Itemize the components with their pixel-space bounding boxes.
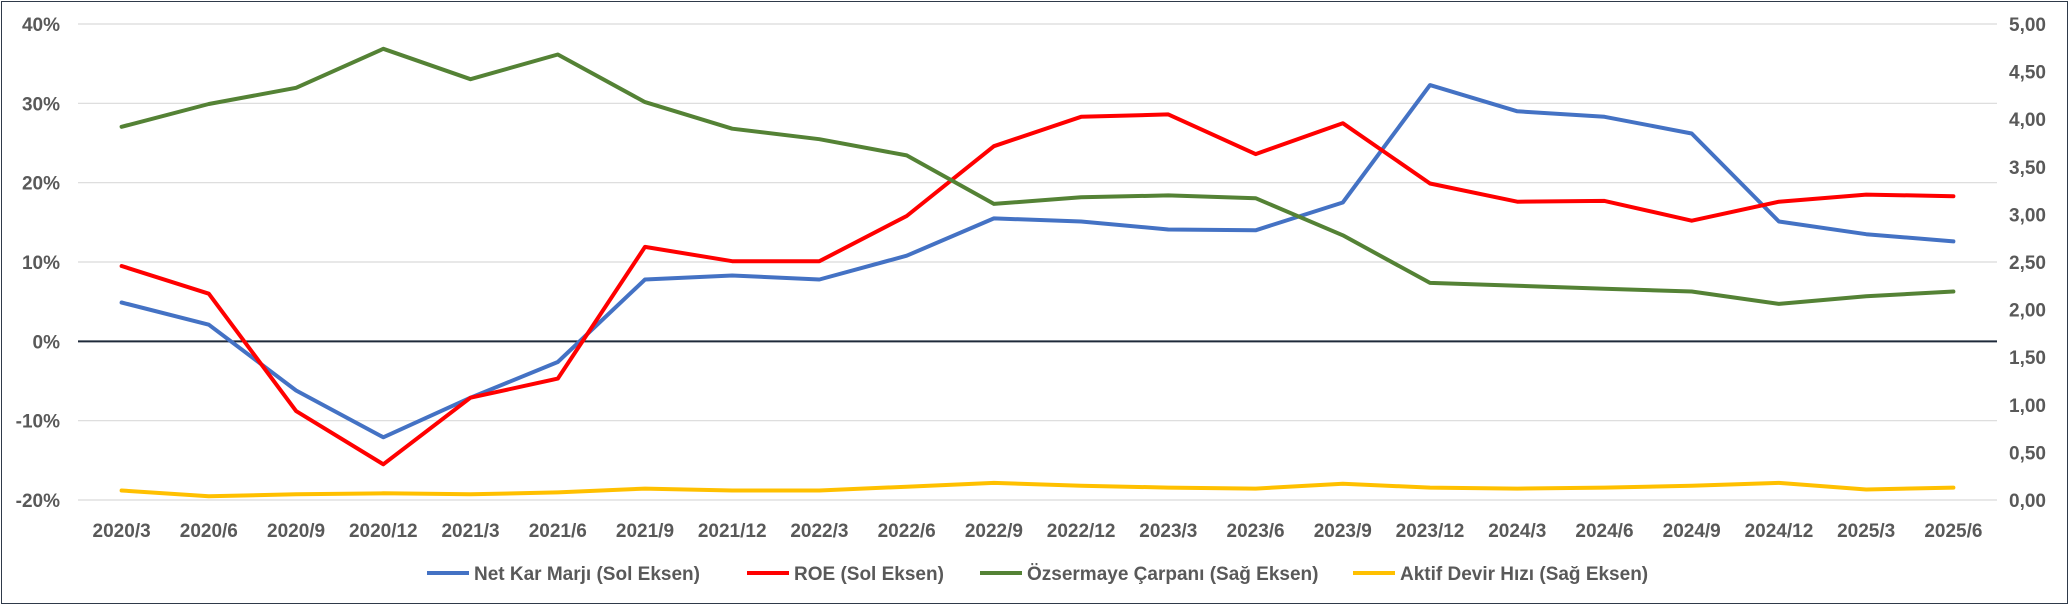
x-tick-label: 2025/6 xyxy=(1924,521,1982,542)
left-tick-label: -10% xyxy=(16,412,60,433)
x-tick-label: 2024/6 xyxy=(1575,521,1633,542)
x-tick-label: 2023/12 xyxy=(1396,521,1465,542)
right-tick-label: 1,00 xyxy=(2009,396,2046,417)
x-tick-label: 2022/9 xyxy=(965,521,1023,542)
x-tick-label: 2020/9 xyxy=(267,521,325,542)
x-tick-label: 2020/6 xyxy=(180,521,238,542)
x-axis-ticks: 2020/3 2020/6 2020/9 2020/12 2021/3 2021/6 202… xyxy=(93,521,1983,542)
right-tick-label: 0,00 xyxy=(2009,491,2046,512)
series-lines xyxy=(122,49,1954,496)
legend-label: Aktif Devir Hızı (Sağ Eksen) xyxy=(1400,564,1648,585)
right-tick-label: 3,00 xyxy=(2009,205,2046,226)
right-tick-label: 2,50 xyxy=(2009,253,2046,274)
x-tick-label: 2020/3 xyxy=(93,521,151,542)
x-tick-label: 2025/3 xyxy=(1837,521,1895,542)
legend-label: Net Kar Marjı (Sol Eksen) xyxy=(474,564,700,585)
x-tick-label: 2023/9 xyxy=(1314,521,1372,542)
left-tick-label: 0% xyxy=(33,332,61,353)
left-tick-label: 10% xyxy=(22,253,60,274)
left-axis-ticks: -20% -10% 0% 10% 20% 30% 40% xyxy=(16,15,60,512)
x-tick-label: 2022/12 xyxy=(1047,521,1116,542)
x-tick-label: 2023/3 xyxy=(1139,521,1197,542)
series-line xyxy=(122,483,1954,496)
x-tick-label: 2022/3 xyxy=(790,521,848,542)
right-tick-label: 3,50 xyxy=(2009,158,2046,179)
x-tick-label: 2021/6 xyxy=(529,521,587,542)
x-tick-label: 2022/6 xyxy=(878,521,936,542)
x-tick-label: 2023/6 xyxy=(1227,521,1285,542)
left-tick-label: 20% xyxy=(22,174,60,195)
x-tick-label: 2024/9 xyxy=(1663,521,1721,542)
right-tick-label: 0,50 xyxy=(2009,443,2046,464)
legend: Net Kar Marjı (Sol Eksen) ROE (Sol Eksen)… xyxy=(427,564,1648,585)
series-line xyxy=(122,85,1954,437)
x-tick-label: 2021/12 xyxy=(698,521,767,542)
right-tick-label: 5,00 xyxy=(2009,15,2046,36)
left-tick-label: 40% xyxy=(22,15,60,36)
left-tick-label: -20% xyxy=(16,491,60,512)
x-tick-label: 2021/3 xyxy=(441,521,499,542)
right-axis-ticks: 0,00 0,50 1,00 1,50 2,00 2,50 3,00 3,50 4,00 4,50… xyxy=(2009,15,2046,512)
x-tick-label: 2020/12 xyxy=(349,521,418,542)
x-tick-label: 2024/12 xyxy=(1745,521,1814,542)
x-tick-label: 2024/3 xyxy=(1488,521,1546,542)
right-tick-label: 4,50 xyxy=(2009,63,2046,84)
right-tick-label: 1,50 xyxy=(2009,348,2046,369)
x-tick-label: 2021/9 xyxy=(616,521,674,542)
right-tick-label: 2,00 xyxy=(2009,301,2046,322)
right-tick-label: 4,00 xyxy=(2009,110,2046,131)
series-line xyxy=(122,49,1954,304)
legend-label: ROE (Sol Eksen) xyxy=(794,564,944,585)
legend-label: Özsermaye Çarpanı (Sağ Eksen) xyxy=(1027,564,1318,585)
left-tick-label: 30% xyxy=(22,94,60,115)
